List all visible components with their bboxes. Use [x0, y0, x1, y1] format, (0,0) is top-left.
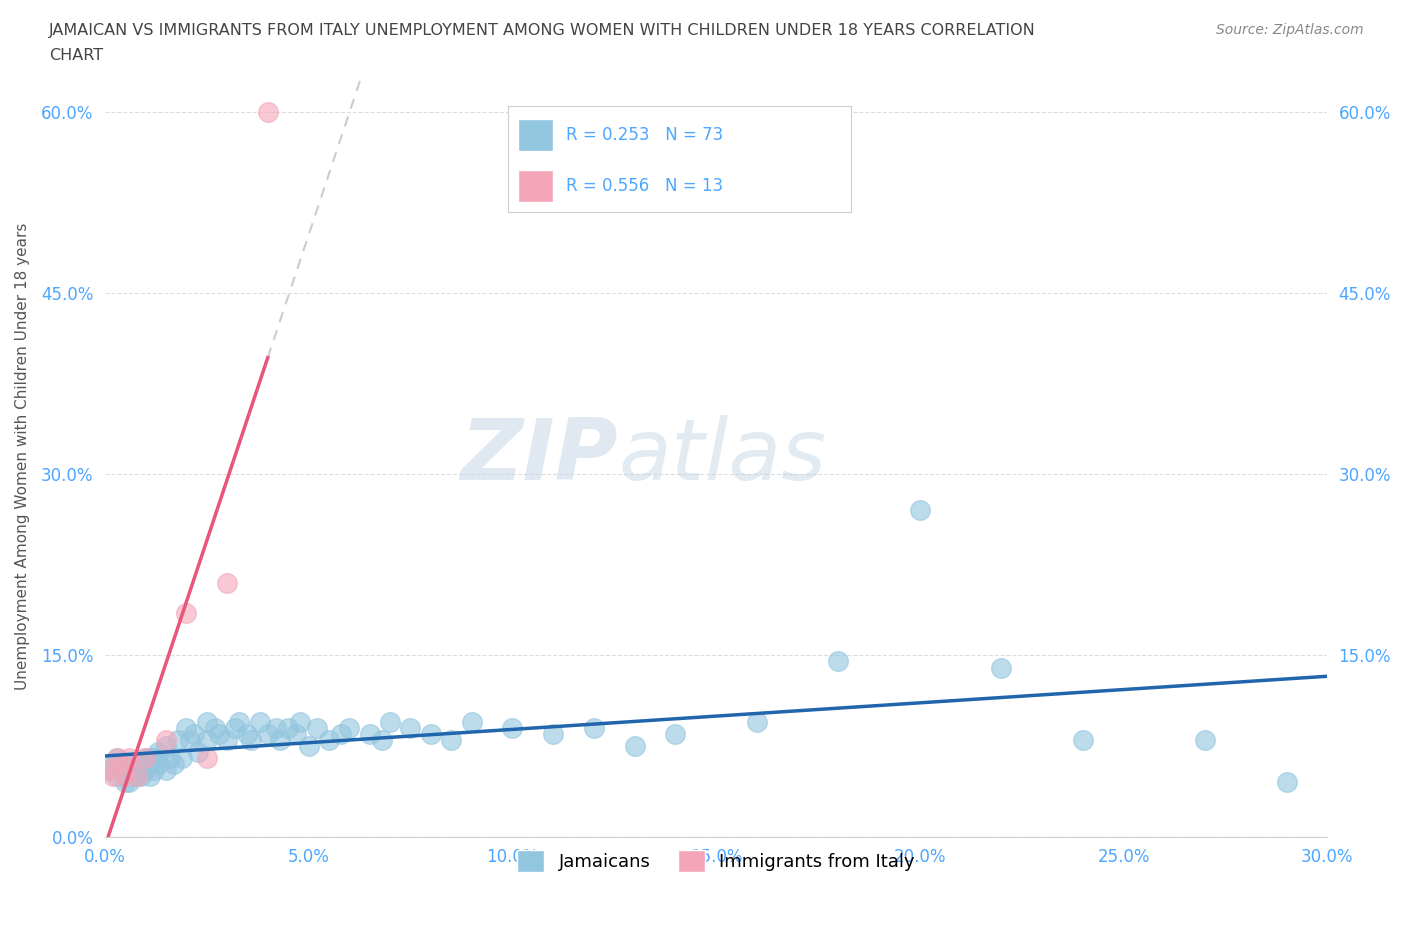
Point: [127, 769, 149, 784]
Point: [290, 714, 312, 729]
Point: [541, 726, 564, 741]
Point: [105, 751, 128, 765]
Text: ZIP: ZIP: [461, 415, 619, 498]
Point: [337, 721, 360, 736]
Point: [1194, 733, 1216, 748]
Point: [582, 721, 605, 736]
Point: [159, 751, 181, 765]
Text: Source: ZipAtlas.com: Source: ZipAtlas.com: [1216, 23, 1364, 37]
Point: [114, 775, 136, 790]
Point: [501, 721, 523, 736]
Point: [745, 714, 768, 729]
Point: [399, 721, 422, 736]
Point: [195, 733, 218, 748]
Point: [277, 721, 299, 736]
Point: [110, 757, 132, 772]
Point: [155, 733, 177, 748]
Point: [256, 104, 278, 119]
Point: [827, 654, 849, 669]
Point: [236, 726, 259, 741]
Point: [990, 660, 1012, 675]
Point: [187, 745, 209, 760]
Point: [97, 763, 120, 777]
Point: [908, 503, 931, 518]
Point: [127, 769, 149, 784]
Point: [623, 738, 645, 753]
Point: [110, 763, 132, 777]
Point: [378, 714, 401, 729]
Point: [142, 751, 165, 765]
Point: [163, 757, 186, 772]
Point: [105, 769, 128, 784]
Point: [127, 763, 149, 777]
Point: [118, 763, 141, 777]
Point: [256, 726, 278, 741]
Point: [134, 751, 156, 765]
Point: [155, 738, 177, 753]
Point: [114, 769, 136, 784]
Point: [138, 769, 160, 784]
Point: [305, 721, 328, 736]
Point: [297, 738, 319, 753]
Text: atlas: atlas: [619, 415, 827, 498]
Point: [204, 721, 226, 736]
Point: [174, 605, 197, 620]
Point: [228, 714, 250, 729]
Point: [146, 757, 169, 772]
Point: [105, 751, 128, 765]
Point: [101, 757, 124, 772]
Point: [318, 733, 340, 748]
Point: [142, 763, 165, 777]
Point: [215, 733, 238, 748]
Point: [118, 775, 141, 790]
Text: JAMAICAN VS IMMIGRANTS FROM ITALY UNEMPLOYMENT AMONG WOMEN WITH CHILDREN UNDER 1: JAMAICAN VS IMMIGRANTS FROM ITALY UNEMPL…: [49, 23, 1036, 38]
Point: [118, 751, 141, 765]
Point: [134, 751, 156, 765]
Point: [249, 714, 271, 729]
Point: [195, 751, 218, 765]
Point: [174, 721, 197, 736]
Point: [183, 726, 205, 741]
Point: [114, 757, 136, 772]
Point: [371, 733, 394, 748]
Point: [131, 757, 153, 772]
Point: [240, 733, 263, 748]
Text: CHART: CHART: [49, 48, 103, 63]
Legend: Jamaicans, Immigrants from Italy: Jamaicans, Immigrants from Italy: [508, 841, 924, 881]
Y-axis label: Unemployment Among Women with Children Under 18 years: Unemployment Among Women with Children U…: [15, 222, 30, 690]
Point: [179, 733, 201, 748]
Point: [440, 733, 463, 748]
Point: [167, 733, 190, 748]
Point: [664, 726, 686, 741]
Point: [97, 763, 120, 777]
Point: [146, 745, 169, 760]
Point: [195, 714, 218, 729]
Point: [269, 733, 291, 748]
Point: [224, 721, 246, 736]
Point: [460, 714, 482, 729]
Point: [138, 751, 160, 765]
Point: [134, 763, 156, 777]
Point: [208, 726, 231, 741]
Point: [1275, 775, 1298, 790]
Point: [131, 769, 153, 784]
Point: [264, 721, 287, 736]
Point: [101, 769, 124, 784]
Point: [155, 763, 177, 777]
Point: [1071, 733, 1094, 748]
Point: [285, 726, 308, 741]
Point: [359, 726, 381, 741]
Point: [330, 726, 353, 741]
Point: [122, 757, 145, 772]
Point: [172, 751, 194, 765]
Point: [122, 769, 145, 784]
Point: [215, 576, 238, 591]
Point: [419, 726, 441, 741]
